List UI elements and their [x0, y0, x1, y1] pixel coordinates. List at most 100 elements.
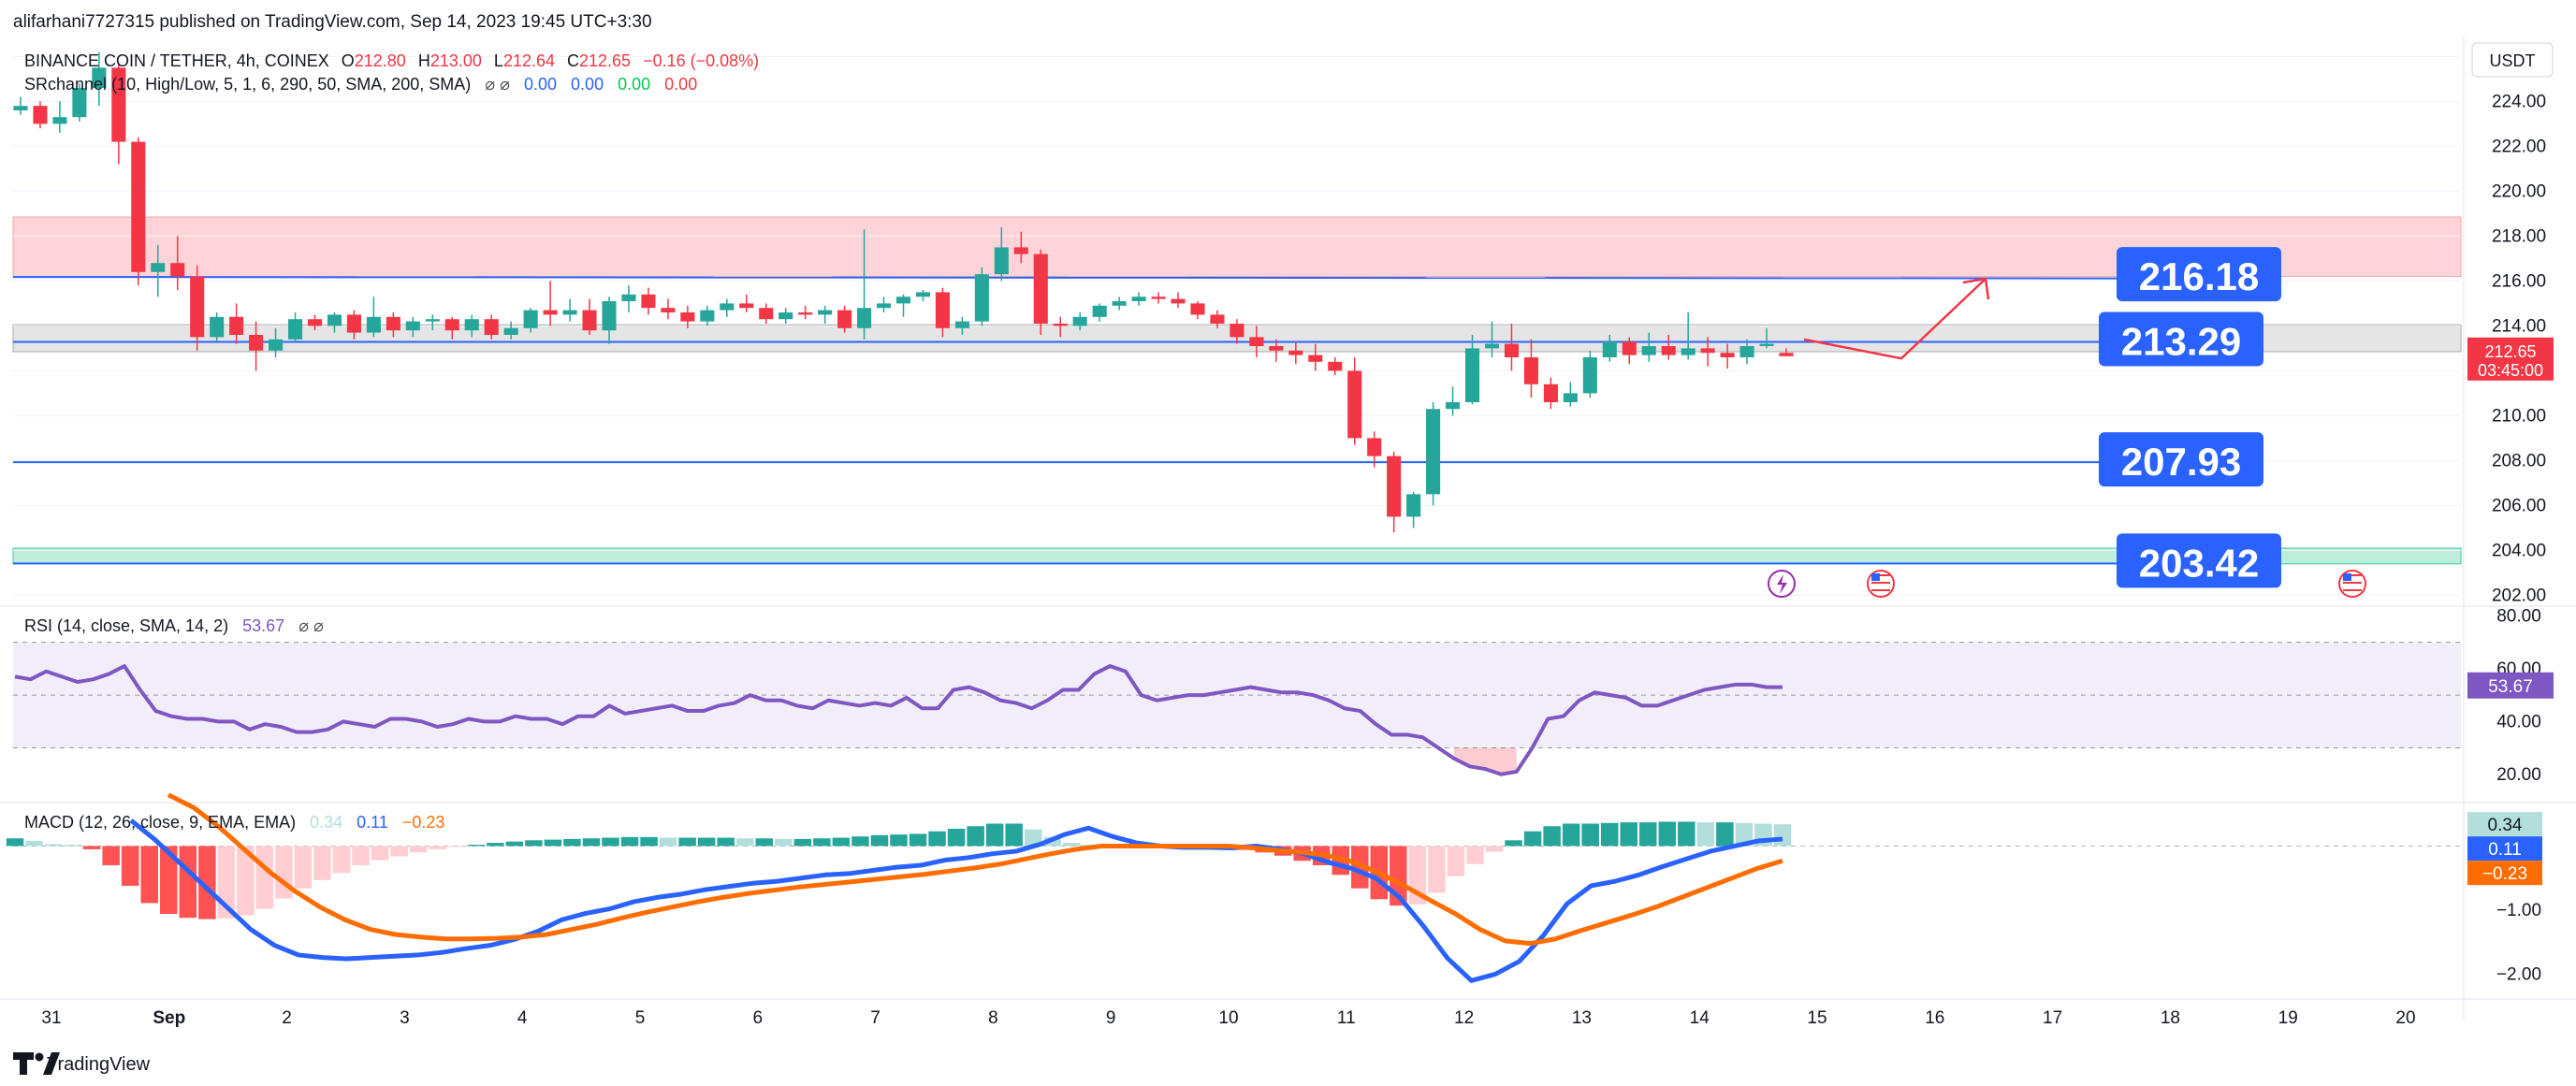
candle[interactable] [1112, 297, 1127, 311]
candle[interactable] [818, 305, 833, 324]
candle[interactable] [1053, 316, 1068, 338]
candle[interactable] [1464, 335, 1480, 405]
level-label-207.93[interactable]: 207.93 [2099, 432, 2263, 487]
candle[interactable] [1328, 357, 1343, 376]
candle[interactable] [621, 285, 636, 312]
candle[interactable] [307, 314, 323, 331]
level-label-213.29[interactable]: 213.29 [2099, 311, 2263, 367]
candle[interactable] [1504, 324, 1520, 371]
candle[interactable] [739, 294, 754, 312]
candle[interactable] [131, 137, 146, 286]
candle[interactable] [935, 287, 950, 338]
candle[interactable] [1739, 339, 1754, 365]
candle[interactable] [327, 312, 342, 333]
candle[interactable] [405, 316, 420, 338]
candle[interactable] [1072, 312, 1087, 331]
candle[interactable] [1131, 292, 1146, 306]
candle[interactable] [190, 265, 205, 351]
candle[interactable] [1523, 339, 1538, 398]
candle[interactable] [425, 314, 440, 331]
candle[interactable] [1641, 332, 1656, 362]
us-flag-event-icon[interactable] [2338, 570, 2366, 598]
candle[interactable] [1387, 451, 1402, 533]
candle[interactable] [503, 321, 518, 340]
candle[interactable] [52, 101, 67, 133]
level-label-203.42[interactable]: 203.42 [2117, 533, 2281, 588]
candle[interactable] [954, 316, 969, 335]
candle[interactable] [602, 297, 617, 344]
candle[interactable] [1582, 350, 1597, 398]
candle[interactable] [72, 83, 87, 122]
candle[interactable] [287, 312, 303, 342]
candle[interactable] [170, 236, 185, 290]
candle[interactable] [1484, 321, 1500, 357]
candle[interactable] [13, 96, 28, 115]
candle[interactable] [895, 294, 911, 317]
candle[interactable] [1151, 292, 1166, 304]
candle[interactable] [837, 305, 852, 333]
candle[interactable] [876, 297, 892, 312]
candle[interactable] [1602, 335, 1617, 362]
candle[interactable] [779, 308, 793, 324]
candle[interactable] [661, 298, 676, 320]
candle[interactable] [700, 305, 715, 326]
candle[interactable] [1563, 382, 1578, 407]
candle[interactable] [1171, 292, 1186, 309]
candle[interactable] [386, 312, 400, 338]
candle[interactable] [1347, 357, 1362, 445]
candle[interactable] [915, 290, 931, 301]
candle[interactable] [1406, 492, 1421, 529]
candle[interactable] [1190, 301, 1205, 320]
lightning-event-icon[interactable] [1768, 570, 1796, 598]
candle[interactable] [229, 303, 244, 344]
level-label-216.18[interactable]: 216.18 [2117, 247, 2281, 302]
candle[interactable] [1013, 231, 1028, 264]
candle[interactable] [210, 312, 225, 342]
candle[interactable] [582, 298, 597, 335]
candle[interactable] [1720, 343, 1735, 369]
candle[interactable] [1661, 335, 1676, 360]
candle[interactable] [111, 63, 126, 165]
candle[interactable] [1092, 303, 1107, 322]
candle[interactable] [1249, 326, 1264, 357]
candle[interactable] [1033, 249, 1048, 335]
candle[interactable] [346, 310, 361, 340]
candle[interactable] [151, 245, 166, 297]
us-flag-event-icon[interactable] [1867, 570, 1895, 598]
candle[interactable] [1367, 431, 1382, 468]
candle[interactable] [366, 297, 381, 338]
candle[interactable] [464, 314, 479, 338]
candle[interactable] [1269, 339, 1284, 362]
candle[interactable] [1230, 319, 1244, 344]
candle[interactable] [1759, 327, 1774, 349]
candle[interactable] [543, 281, 558, 326]
candle[interactable] [1446, 386, 1461, 416]
candle[interactable] [1308, 343, 1323, 371]
candle[interactable] [1779, 348, 1794, 357]
candle[interactable] [1288, 341, 1303, 365]
candle[interactable] [249, 321, 264, 371]
candle[interactable] [484, 314, 499, 340]
candle[interactable] [974, 268, 989, 326]
candle[interactable] [1543, 377, 1558, 410]
candle[interactable] [759, 303, 774, 324]
candle[interactable] [1426, 402, 1441, 506]
candle[interactable] [857, 229, 872, 340]
candle[interactable] [444, 316, 459, 340]
candle[interactable] [680, 305, 695, 328]
candle[interactable] [523, 308, 538, 333]
candle[interactable] [269, 327, 284, 357]
candle[interactable] [1700, 337, 1715, 367]
candle[interactable] [994, 226, 1009, 282]
candle[interactable] [33, 101, 48, 129]
candle[interactable] [720, 298, 735, 317]
candle[interactable] [1210, 310, 1225, 328]
candle[interactable] [1681, 312, 1696, 360]
candle[interactable] [92, 51, 107, 107]
currency-selector[interactable]: USDT [2471, 42, 2554, 78]
candle[interactable] [1622, 337, 1637, 365]
candle[interactable] [798, 305, 813, 320]
candle[interactable] [641, 287, 656, 315]
candle[interactable] [562, 298, 577, 322]
